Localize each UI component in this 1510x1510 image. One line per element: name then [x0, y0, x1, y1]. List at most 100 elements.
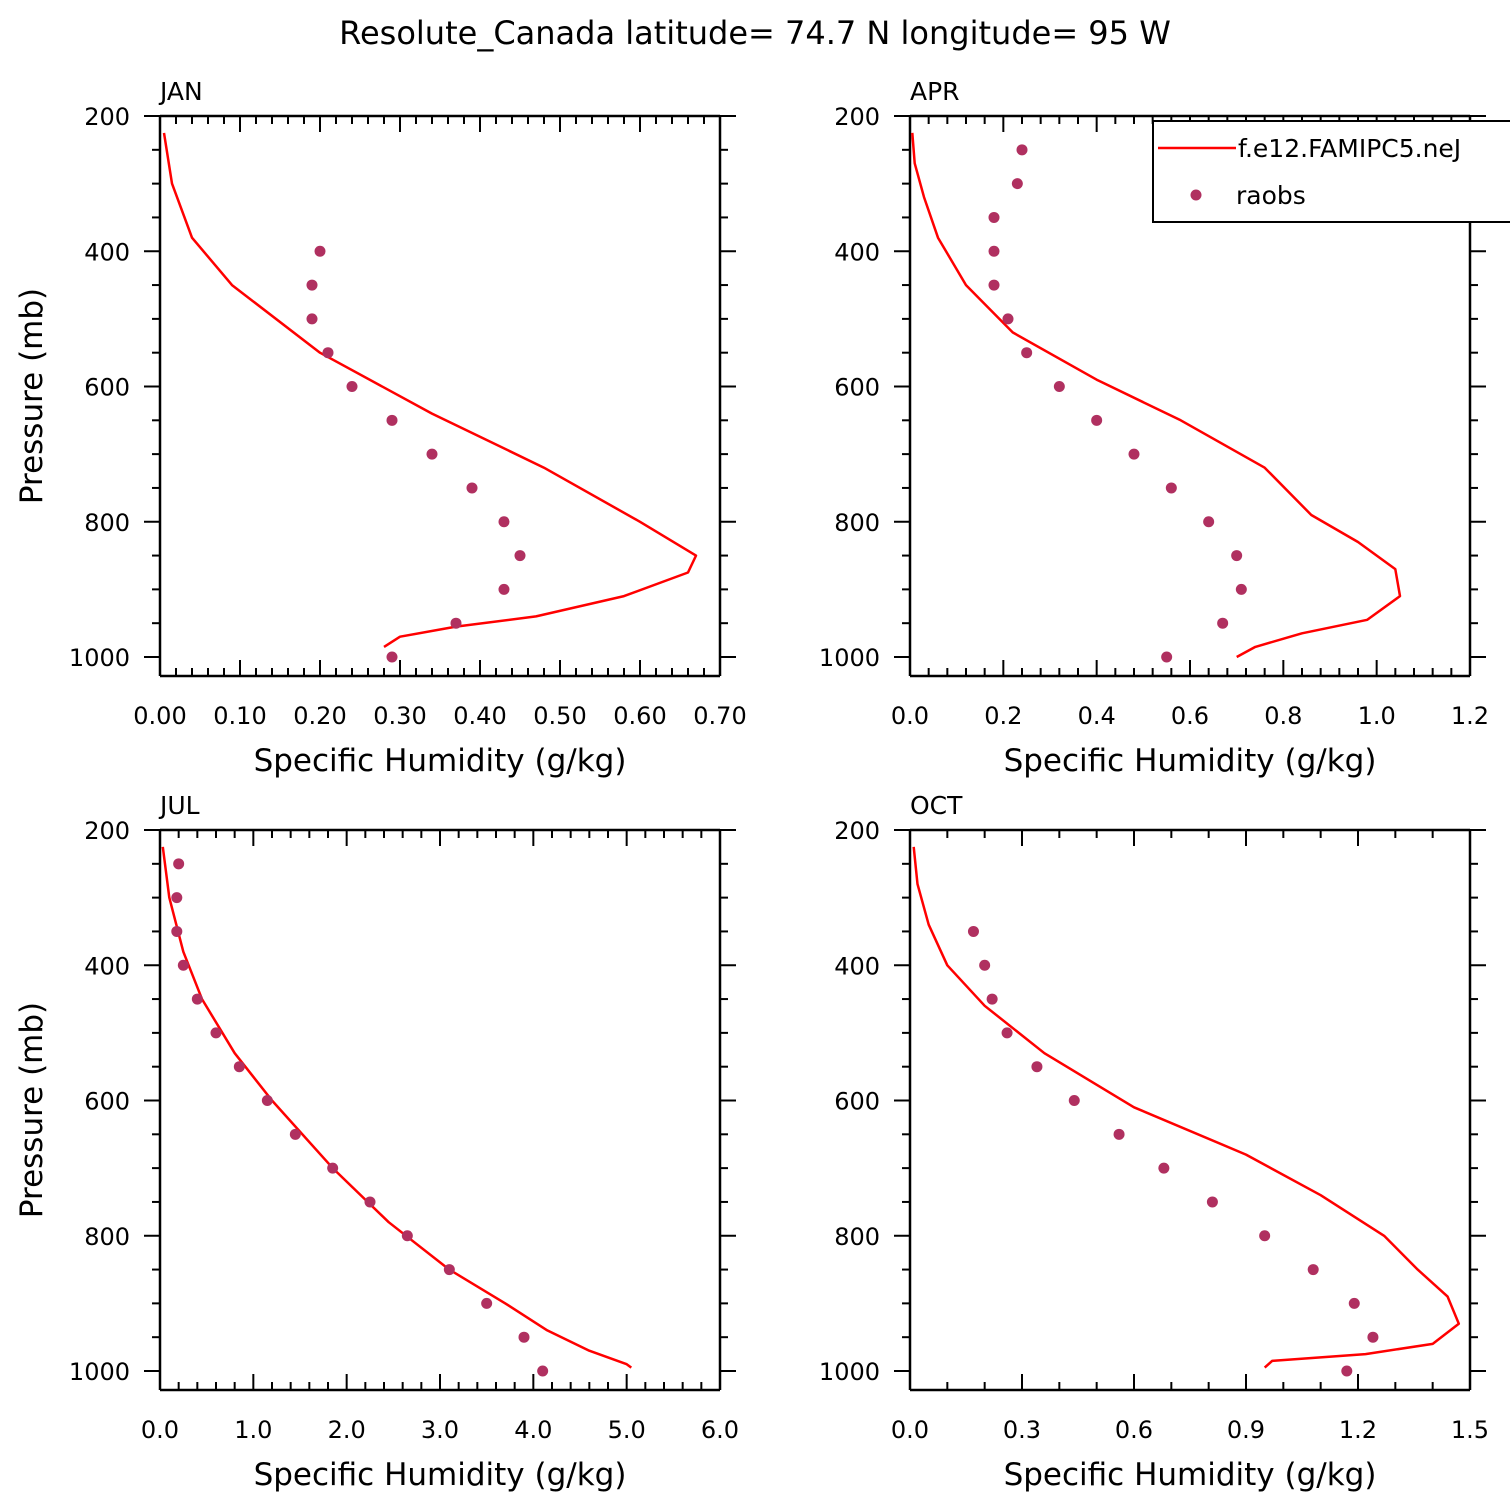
x-axis-label: Specific Humidity (g/kg)	[1004, 743, 1377, 779]
y-tick-label: 800	[834, 1223, 880, 1251]
x-tick-label: 0.3	[1003, 1416, 1041, 1444]
raobs-point	[191, 993, 203, 1005]
panel-label: APR	[910, 77, 960, 106]
raobs-point	[1053, 381, 1065, 392]
y-tick-label: 1000	[69, 644, 130, 672]
x-tick-label: 1.0	[234, 1416, 272, 1444]
raobs-point	[498, 516, 510, 528]
raobs-point	[1203, 516, 1215, 528]
x-tick-label: 0.50	[533, 702, 586, 730]
y-tick-label: 200	[84, 817, 130, 845]
raobs-point	[443, 1264, 455, 1276]
x-tick-label: 2.0	[328, 1416, 366, 1444]
raobs-point	[1231, 550, 1243, 562]
raobs-point	[177, 959, 189, 971]
x-tick-label: 1.2	[1451, 702, 1489, 730]
raobs-point	[988, 211, 1000, 223]
raobs-point	[1011, 178, 1023, 190]
x-tick-label: 0.2	[984, 702, 1022, 730]
figure-title: Resolute_Canada latitude= 74.7 N longitu…	[339, 14, 1171, 52]
y-tick-label: 800	[84, 1223, 130, 1251]
x-tick-label: 0.6	[1115, 1416, 1153, 1444]
raobs-point	[514, 550, 526, 562]
raobs-point	[1158, 1162, 1170, 1174]
y-tick-label: 1000	[69, 1358, 130, 1386]
raobs-point	[261, 1095, 273, 1106]
panel-label: OCT	[910, 791, 963, 820]
panel-label: JAN	[158, 77, 203, 106]
y-tick-label: 200	[834, 817, 880, 845]
x-axis-label: Specific Humidity (g/kg)	[254, 1457, 627, 1493]
raobs-point	[988, 245, 1000, 257]
raobs-point	[386, 651, 398, 663]
model-line	[912, 846, 1461, 1369]
y-axis-label: Pressure (mb)	[14, 288, 50, 504]
raobs-point	[518, 1331, 530, 1343]
raobs-point	[1235, 583, 1247, 595]
x-tick-label: 1.2	[1339, 1416, 1377, 1444]
raobs-point	[386, 414, 398, 426]
legend-model-label: f.e12.FAMIPC5.neJ	[1238, 134, 1461, 163]
model-line	[911, 132, 1402, 659]
raobs-point	[364, 1196, 376, 1208]
x-tick-label: 0.20	[293, 702, 346, 730]
legend: f.e12.FAMIPC5.neJ raobs	[1152, 120, 1510, 223]
x-tick-label: 0.00	[133, 702, 186, 730]
raobs-point	[1307, 1264, 1319, 1276]
raobs-point	[1021, 347, 1033, 359]
x-tick-label: 0.60	[613, 702, 666, 730]
y-tick-label: 600	[84, 374, 130, 402]
x-tick-label: 3.0	[421, 1416, 459, 1444]
x-tick-label: 0.9	[1227, 1416, 1265, 1444]
model-line	[161, 846, 633, 1369]
raobs-point	[171, 892, 183, 904]
raobs-point	[426, 448, 438, 460]
x-tick-label: 0.30	[373, 702, 426, 730]
raobs-point	[1002, 313, 1014, 325]
x-tick-label: 0.4	[1078, 702, 1116, 730]
raobs-point	[988, 279, 1000, 291]
raobs-point	[1068, 1095, 1080, 1106]
y-tick-label: 400	[834, 238, 880, 266]
legend-marker-swatch	[1190, 189, 1202, 201]
raobs-point	[1341, 1365, 1353, 1377]
y-axis-label: Pressure (mb)	[14, 1002, 50, 1218]
panel-label: JUL	[158, 791, 200, 820]
x-tick-label: 0.0	[141, 1416, 179, 1444]
raobs-point	[986, 993, 998, 1005]
y-tick-label: 400	[834, 952, 880, 980]
panel-oct: OCT 0.0 0.3 0.6 0.9 1.2 1.5 200 400 600 800 1000 Spe…	[819, 791, 1489, 1493]
raobs-point	[401, 1230, 413, 1242]
raobs-point	[306, 279, 318, 291]
raobs-point	[1259, 1230, 1271, 1242]
x-tick-label: 4.0	[514, 1416, 552, 1444]
raobs-point	[306, 313, 318, 325]
raobs-point	[314, 245, 326, 257]
raobs-point	[1217, 617, 1229, 629]
raobs-point	[466, 482, 478, 494]
raobs-point	[537, 1365, 549, 1377]
raobs-point	[233, 1061, 245, 1073]
y-tick-label: 1000	[819, 1358, 880, 1386]
raobs-point	[1091, 414, 1103, 426]
raobs-point	[481, 1297, 493, 1309]
y-tick-label: 400	[84, 952, 130, 980]
x-tick-label: 5.0	[608, 1416, 646, 1444]
legend-obs-label: raobs	[1236, 181, 1306, 210]
raobs-point	[289, 1128, 301, 1140]
x-tick-label: 0.10	[213, 702, 266, 730]
raobs-point	[979, 959, 991, 971]
x-tick-label: 0.6	[1171, 702, 1209, 730]
raobs-point	[1161, 651, 1173, 663]
y-tick-label: 600	[834, 1088, 880, 1116]
x-tick-label: 0.0	[891, 702, 929, 730]
raobs-point	[1367, 1331, 1379, 1343]
raobs-point	[1165, 482, 1177, 494]
raobs-point	[1128, 448, 1140, 460]
x-tick-label: 0.70	[693, 702, 746, 730]
raobs-point	[1348, 1297, 1360, 1309]
raobs-point	[450, 617, 462, 629]
x-tick-label: 1.5	[1451, 1416, 1489, 1444]
y-tick-label: 600	[84, 1088, 130, 1116]
